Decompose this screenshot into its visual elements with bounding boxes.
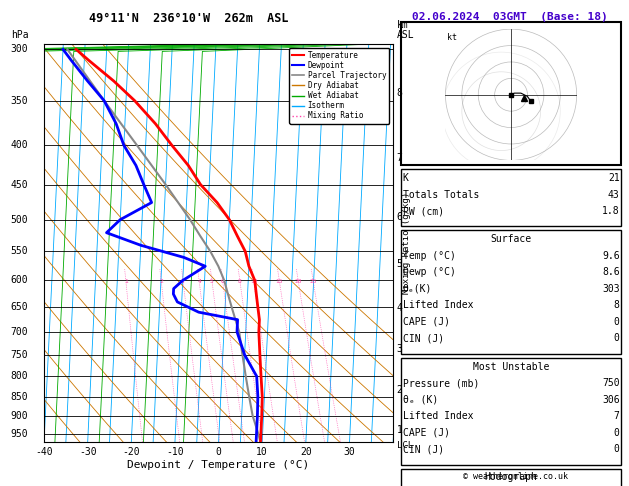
- Text: 7: 7: [614, 411, 620, 421]
- Text: 02.06.2024  03GMT  (Base: 18): 02.06.2024 03GMT (Base: 18): [411, 12, 608, 22]
- Text: 25: 25: [309, 279, 317, 284]
- Text: 6: 6: [397, 212, 403, 222]
- Text: 700: 700: [11, 327, 28, 337]
- Text: 4: 4: [198, 279, 201, 284]
- Text: 20: 20: [294, 279, 302, 284]
- Text: Most Unstable: Most Unstable: [473, 362, 549, 372]
- Text: 15: 15: [276, 279, 283, 284]
- Text: CIN (J): CIN (J): [403, 333, 443, 344]
- Text: 850: 850: [11, 392, 28, 401]
- Text: Dewp (°C): Dewp (°C): [403, 267, 455, 278]
- Text: hPa: hPa: [11, 30, 28, 40]
- Text: 4: 4: [397, 303, 403, 312]
- Text: km
ASL: km ASL: [397, 20, 415, 40]
- Text: 0: 0: [614, 333, 620, 344]
- Text: 400: 400: [11, 140, 28, 150]
- Text: 0: 0: [614, 428, 620, 438]
- Text: kt: kt: [447, 33, 457, 42]
- Text: Hodograph: Hodograph: [484, 472, 538, 483]
- Text: 8: 8: [397, 88, 403, 98]
- Text: 550: 550: [11, 246, 28, 257]
- Text: 10: 10: [250, 279, 257, 284]
- Text: Pressure (mb): Pressure (mb): [403, 378, 479, 388]
- Text: 21: 21: [608, 173, 620, 183]
- Text: 5: 5: [210, 279, 214, 284]
- Text: 8.6: 8.6: [602, 267, 620, 278]
- Text: 49°11'N  236°10'W  262m  ASL: 49°11'N 236°10'W 262m ASL: [89, 12, 289, 25]
- Text: 350: 350: [11, 96, 28, 106]
- Text: Totals Totals: Totals Totals: [403, 190, 479, 200]
- Text: CAPE (J): CAPE (J): [403, 317, 450, 327]
- Text: 7: 7: [397, 153, 403, 162]
- Text: 5: 5: [397, 260, 403, 269]
- Text: 900: 900: [11, 411, 28, 420]
- Text: 650: 650: [11, 302, 28, 312]
- Text: 1: 1: [397, 425, 403, 435]
- Text: LCL: LCL: [397, 440, 413, 450]
- Text: θₑ(K): θₑ(K): [403, 284, 432, 294]
- Text: CIN (J): CIN (J): [403, 444, 443, 454]
- Text: 950: 950: [11, 429, 28, 438]
- Text: Mixing Ratio (g/kg): Mixing Ratio (g/kg): [403, 192, 411, 294]
- Text: 303: 303: [602, 284, 620, 294]
- Text: © weatheronline.co.uk: © weatheronline.co.uk: [464, 472, 568, 481]
- Text: 300: 300: [11, 44, 28, 54]
- Text: 800: 800: [11, 371, 28, 382]
- Text: 750: 750: [602, 378, 620, 388]
- Text: 2: 2: [397, 385, 403, 395]
- Text: 450: 450: [11, 179, 28, 190]
- Text: 9.6: 9.6: [602, 251, 620, 261]
- X-axis label: Dewpoint / Temperature (°C): Dewpoint / Temperature (°C): [128, 460, 309, 470]
- Text: 750: 750: [11, 350, 28, 360]
- Text: 6: 6: [221, 279, 225, 284]
- Text: Lifted Index: Lifted Index: [403, 300, 473, 311]
- Text: 3: 3: [181, 279, 185, 284]
- Text: 0: 0: [614, 444, 620, 454]
- Text: 2: 2: [159, 279, 163, 284]
- Text: 1.8: 1.8: [602, 206, 620, 216]
- Text: θₑ (K): θₑ (K): [403, 395, 438, 405]
- Text: 3: 3: [397, 344, 403, 354]
- Text: 43: 43: [608, 190, 620, 200]
- Text: 500: 500: [11, 215, 28, 225]
- Text: K: K: [403, 173, 408, 183]
- Text: 600: 600: [11, 276, 28, 285]
- Text: Lifted Index: Lifted Index: [403, 411, 473, 421]
- Text: CAPE (J): CAPE (J): [403, 428, 450, 438]
- Legend: Temperature, Dewpoint, Parcel Trajectory, Dry Adiabat, Wet Adiabat, Isotherm, Mi: Temperature, Dewpoint, Parcel Trajectory…: [289, 48, 389, 123]
- Text: PW (cm): PW (cm): [403, 206, 443, 216]
- Text: 1: 1: [124, 279, 128, 284]
- Text: 8: 8: [238, 279, 242, 284]
- Text: 306: 306: [602, 395, 620, 405]
- Text: Surface: Surface: [491, 234, 532, 244]
- Text: Temp (°C): Temp (°C): [403, 251, 455, 261]
- Text: 0: 0: [614, 317, 620, 327]
- Text: 8: 8: [614, 300, 620, 311]
